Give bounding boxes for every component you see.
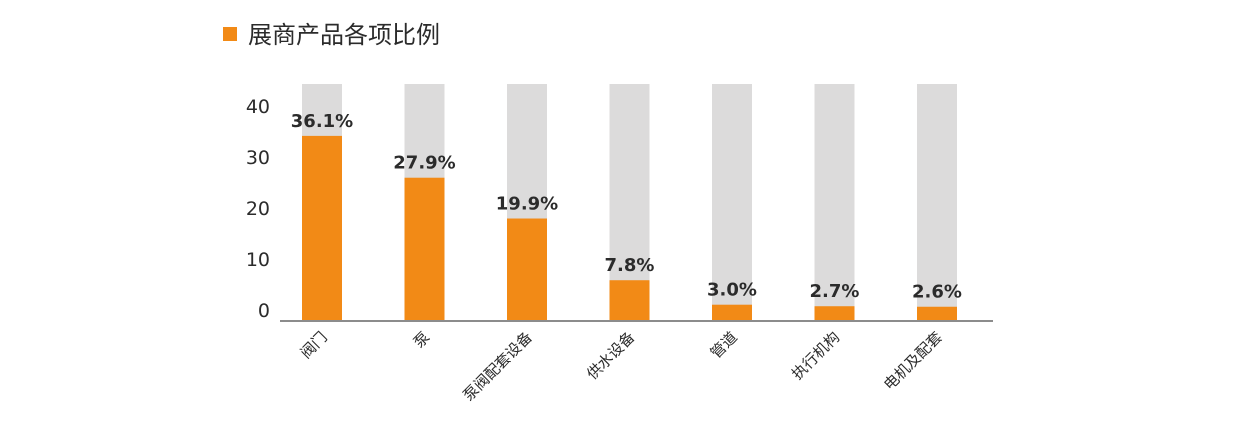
x-tick-label: 阀门: [297, 328, 331, 362]
bar-value-label: 27.9%: [393, 153, 455, 174]
bar-value-label: 2.6%: [912, 282, 962, 303]
bars: 36.1% 27.9% 19.9% 7.8% 3.0% 2.7% 2.6%: [291, 84, 962, 320]
x-axis: 阀门 泵 泵阀配套设备 供水设备 管道 执行机构 电机及配套: [280, 320, 993, 404]
bar-value-label: 7.8%: [605, 255, 655, 276]
bar: [507, 218, 547, 320]
y-tick-label: 0: [258, 300, 270, 322]
y-tick-label: 10: [246, 249, 270, 271]
bar: [814, 306, 855, 320]
bar: [404, 177, 445, 320]
bar: [712, 304, 752, 320]
x-tick-label: 供水设备: [583, 328, 638, 383]
bar: [917, 306, 957, 320]
x-tick-label: 管道: [707, 328, 741, 362]
y-tick-label: 30: [246, 147, 270, 169]
x-tick-label: 电机及配套: [880, 328, 946, 394]
bar: [609, 280, 650, 320]
x-tick-label: 执行机构: [788, 328, 843, 383]
title-marker: [223, 27, 237, 41]
bar: [302, 135, 342, 320]
chart-title-text: 展商产品各项比例: [248, 21, 440, 49]
bar-background: [712, 84, 752, 320]
bar-background: [814, 84, 855, 320]
bar-value-label: 19.9%: [496, 194, 558, 215]
chart-title: 展商产品各项比例: [223, 21, 440, 49]
bar-value-label: 3.0%: [707, 280, 757, 301]
bar-value-label: 2.7%: [810, 281, 860, 302]
x-tick-label: 泵: [410, 328, 433, 351]
x-tick-label: 泵阀配套设备: [459, 328, 535, 404]
bar-value-label: 36.1%: [291, 111, 353, 132]
y-axis: 0 10 20 30 40: [246, 96, 270, 322]
bar-background: [917, 84, 957, 320]
y-tick-label: 40: [246, 96, 270, 118]
y-tick-label: 20: [246, 198, 270, 220]
